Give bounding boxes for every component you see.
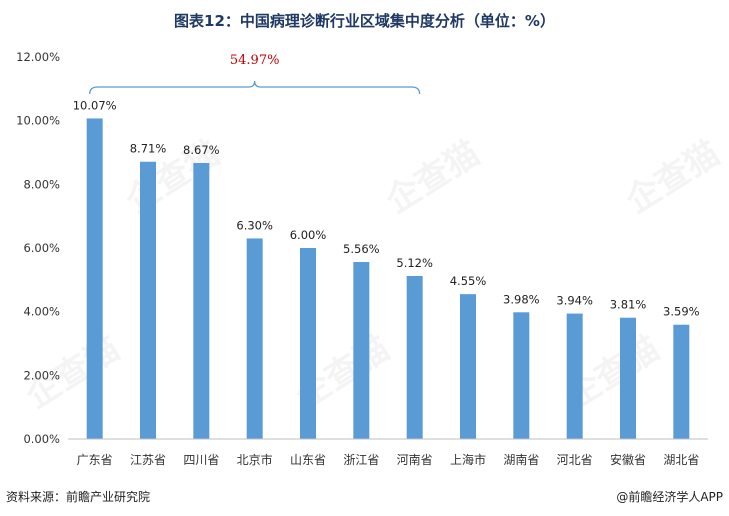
data-label: 5.56% (343, 242, 380, 256)
y-tick-label: 12.00% (16, 50, 60, 64)
bar (140, 161, 156, 439)
x-tick-label: 河南省 (397, 452, 433, 467)
bar (353, 262, 370, 439)
credit-note: @前瞻经济学人APP (616, 490, 723, 504)
x-tick-label: 北京市 (237, 452, 273, 467)
x-tick-label: 广东省 (77, 453, 113, 467)
bar (513, 312, 530, 439)
bar (86, 118, 103, 440)
data-label: 10.07% (73, 98, 117, 112)
bracket (89, 80, 421, 95)
bar (673, 324, 690, 439)
bars (86, 118, 690, 440)
data-label: 6.00% (290, 228, 327, 242)
bar (406, 276, 423, 439)
x-tick-label: 山东省 (290, 453, 326, 467)
bracket-total-label: 54.97% (230, 53, 280, 68)
y-tick-label: 10.00% (16, 114, 60, 128)
x-tick-label: 湖北省 (663, 452, 699, 467)
bar (620, 317, 636, 439)
y-tick-label: 4.00% (23, 305, 60, 319)
x-axis: 广东省 江苏省 四川省 北京市 山东省 浙江省 河南省 上海市 湖南省 河北省 安徽省 湖北省 (68, 438, 708, 467)
bar (193, 163, 210, 439)
data-label: 4.55% (450, 274, 487, 288)
data-label: 3.94% (556, 294, 593, 308)
chart-title: 图表12：中国病理诊断行业区域集中度分析（单位：%） (174, 12, 555, 30)
value-labels: 10.07% 8.71% 8.67% 6.30% 6.00% 5.56% 5.12% 4.55… (73, 98, 700, 318)
y-tick-label: 6.00% (23, 241, 60, 255)
data-label: 8.71% (130, 142, 167, 156)
bar (246, 238, 263, 439)
data-label: 3.81% (610, 298, 647, 312)
x-tick-label: 四川省 (183, 453, 219, 467)
data-label: 8.67% (183, 143, 220, 157)
x-tick-label: 江苏省 (130, 453, 166, 467)
x-tick-label: 河北省 (557, 453, 593, 467)
bar (566, 313, 583, 439)
data-label: 6.30% (236, 218, 273, 232)
x-tick-label: 浙江省 (343, 453, 379, 467)
y-axis: 0.00% 2.00% 4.00% 6.00% 8.00% 10.00% 12.00% (16, 50, 60, 446)
source-note: 资料来源：前瞻产业研究院 (6, 490, 151, 504)
y-tick-label: 0.00% (23, 432, 60, 446)
bar (460, 294, 476, 439)
x-tick-label: 安徽省 (610, 452, 646, 467)
x-tick-label: 湖南省 (503, 452, 539, 467)
y-tick-label: 8.00% (23, 177, 60, 191)
data-label: 3.59% (663, 305, 700, 319)
data-label: 5.12% (396, 256, 433, 270)
data-label: 3.98% (503, 292, 540, 306)
bracket-annotation: 54.97% (89, 53, 421, 95)
x-tick-label: 上海市 (450, 452, 486, 467)
bar (300, 248, 316, 439)
y-tick-label: 2.00% (23, 368, 60, 382)
